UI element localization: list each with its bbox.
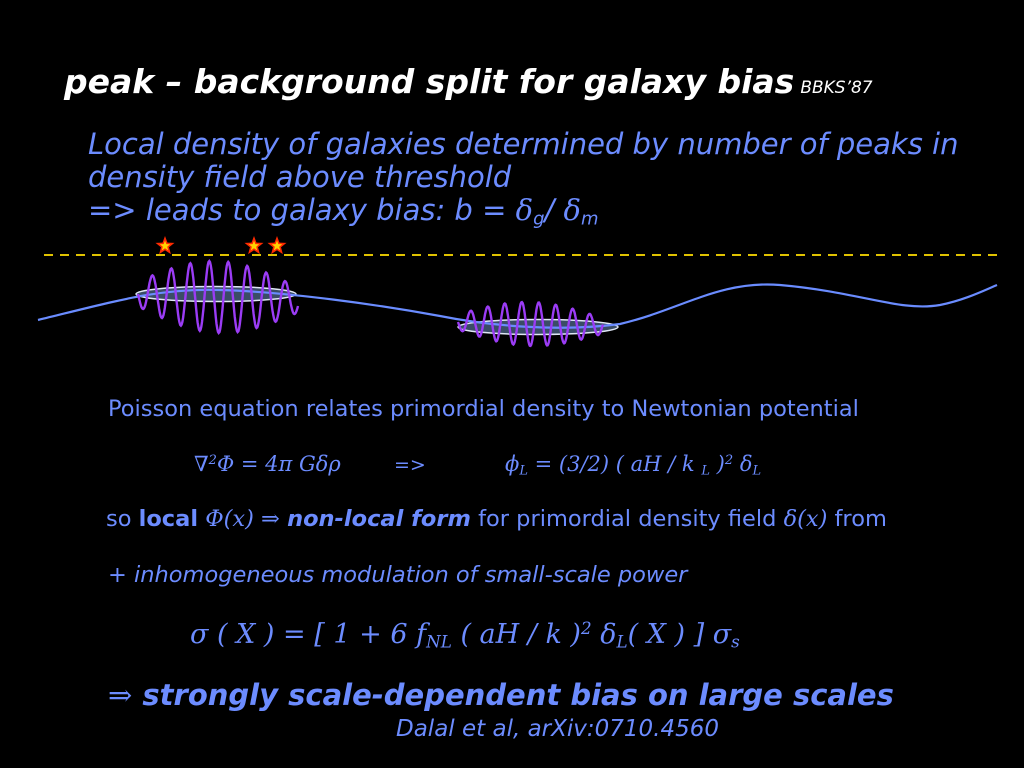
from-text: from [827,506,887,532]
slide-title: peak – background split for galaxy bias B… [64,62,873,101]
implies-symbol: ⇒ [261,506,288,532]
implies-arrow-icon: ⇒ [108,678,133,712]
slash: / [544,193,564,227]
intro-line-3: => leads to galaxy bias: b = δg/ δm [88,194,958,235]
poisson-equation: ∇2Φ = 4π Gδρ [194,452,341,476]
intro-paragraph: Local density of galaxies determined by … [88,128,958,235]
star-icon [267,236,287,255]
subscript-g: g [533,208,545,230]
sigma-equation: σ ( X ) = [ 1 + 6 fNL ( aH / k )2 δL( X … [190,618,740,651]
delta-symbol: δ [515,193,534,227]
subscript-L: L [519,463,528,479]
phi-x: Φ(x) [198,506,262,532]
potential-equation: ϕL = (3/2) ( aH / k L )2 δL [505,452,761,478]
potential-equation-mid: = (3/2) ( aH / k [527,452,702,476]
star-icon [244,236,264,255]
bias-definition-prefix: => leads to galaxy bias: b = [88,193,516,227]
superscript-2: 2 [208,452,217,468]
local-text: local [138,506,199,532]
subscript-L-3: L [752,463,762,479]
peak-background-figure [37,236,998,348]
peak-oscillation [136,258,300,335]
conclusion-text: strongly scale-dependent bias on large s… [142,678,894,712]
conclusion: ⇒ strongly scale-dependent bias on large… [108,678,894,712]
implies-arrow: => [394,454,426,476]
nabla-symbol: ∇ [194,452,209,476]
star-icon [155,236,175,255]
inhomogeneous-text: + inhomogeneous modulation of small-scal… [108,562,688,588]
superscript-2b: 2 [724,452,734,468]
sigma-part-2: ( aH / k ) [451,619,581,651]
so-text: so [106,506,139,532]
sigma-part-4: ( X ) ] σ [627,619,732,651]
title-text: peak – background split for galaxy bias [64,62,795,101]
superscript-2c: 2 [580,618,592,638]
delta-x: δ(x) [783,506,828,532]
density-curve [37,283,998,329]
title-reference: BBKS’87 [800,78,873,98]
phi-symbol: ϕ [505,452,520,476]
subscript-NL: NL [426,631,452,652]
poisson-text: Poisson equation relates primordial dens… [108,396,859,422]
sigma-part-1: σ ( X ) = [ 1 + 6 f [190,619,427,651]
subscript-m: m [580,208,599,230]
rest-text: for primordial density field [470,506,784,532]
peak-oscillation [456,300,605,348]
local-nonlocal-line: so local Φ(x) ⇒ non-local form for primo… [106,506,887,532]
citation: Dalal et al, arXiv:0710.4560 [396,716,720,742]
subscript-L-2: L [701,463,710,479]
paren-close: ) [709,452,725,476]
subscript-L-4: L [616,631,628,652]
sigma-part-3: δ [591,619,617,651]
subscript-s: s [731,631,740,652]
delta-symbol-3: δ [733,452,753,476]
nonlocal-text: non-local form [287,506,471,532]
poisson-equation-body: Φ = 4π Gδρ [216,452,341,476]
intro-line-2: density field above threshold [88,160,512,194]
delta-symbol-2: δ [563,193,581,227]
intro-line-1: Local density of galaxies determined by … [88,127,959,161]
